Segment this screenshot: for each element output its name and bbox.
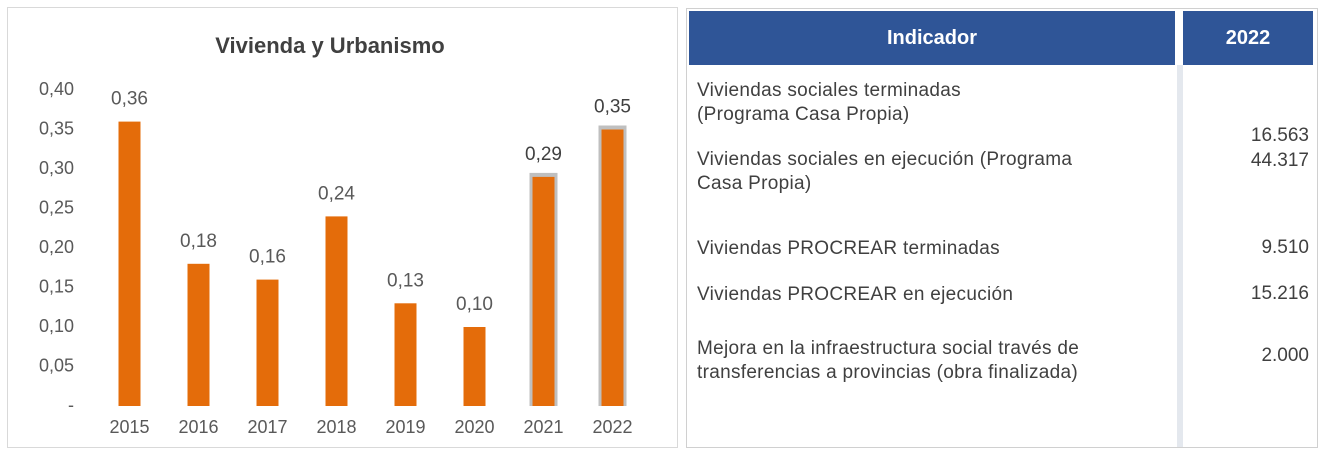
indicator-text: Viviendas sociales terminadas — [697, 80, 961, 101]
indicator-text: Viviendas PROCREAR terminadas — [697, 238, 1000, 259]
indicator-text: transferencias a provincias (obra finali… — [697, 362, 1079, 383]
data-label: 0,29 — [525, 144, 562, 165]
indicator-text: Viviendas PROCREAR en ejecución — [697, 284, 1014, 305]
indicator-cell: Viviendas PROCREAR terminadas — [697, 237, 1000, 261]
data-label: 0,18 — [180, 231, 217, 252]
data-label: 0,13 — [387, 270, 424, 291]
indicator-cell: Viviendas PROCREAR en ejecución — [697, 283, 1013, 307]
indicator-text: Viviendas sociales en ejecución (Program… — [697, 149, 1073, 170]
bar — [463, 327, 486, 406]
bar — [394, 303, 417, 406]
value-cell: 44.317 — [1250, 150, 1309, 171]
y-tick-label: 0,35 — [39, 118, 74, 138]
chart-title: Vivienda y Urbanismo — [215, 33, 444, 58]
y-tick-label: - — [68, 395, 74, 415]
data-label: 0,35 — [594, 97, 631, 118]
table: Indicador 2022 Viviendas sociales termin… — [686, 8, 1318, 448]
x-tick-label: 2021 — [523, 417, 563, 437]
bar — [601, 129, 624, 406]
y-tick-label: 0,10 — [39, 316, 74, 336]
value-cell: 2.000 — [1261, 345, 1309, 366]
bar — [256, 279, 279, 406]
y-tick-label: 0,20 — [39, 237, 74, 257]
chart: Vivienda y Urbanismo - 0,05 0,10 0,15 0,20 0,… — [7, 7, 678, 448]
x-tick-label: 2017 — [247, 417, 287, 437]
y-tick-label: 0,25 — [39, 197, 74, 217]
bar — [187, 263, 210, 406]
x-tick-label: 2020 — [454, 417, 494, 437]
y-tick-label: 0,40 — [39, 79, 74, 99]
x-tick-label: 2015 — [109, 417, 149, 437]
indicator-cell: Mejora en la infraestructura social trav… — [697, 337, 1079, 385]
header-cell: 2022 — [1183, 11, 1313, 65]
data-label: 0,16 — [249, 247, 286, 268]
value-cell: 16.563 — [1250, 125, 1309, 146]
value-cell: 9.510 — [1261, 237, 1309, 258]
x-tick-label: 2016 — [178, 417, 218, 437]
value-cell: 15.216 — [1250, 283, 1309, 304]
bar — [118, 121, 141, 406]
header-cell: Indicador — [689, 11, 1175, 65]
indicator-text: Mejora en la infraestructura social trav… — [697, 338, 1080, 359]
x-tick-label: 2019 — [385, 417, 425, 437]
bar — [532, 176, 555, 406]
indicator-cell: Viviendas sociales terminadas (Programa C… — [697, 79, 961, 127]
data-label: 0,24 — [318, 183, 355, 204]
data-label: 0,10 — [456, 294, 493, 315]
column-separator — [1177, 65, 1183, 447]
x-tick-label: 2018 — [316, 417, 356, 437]
indicator-cell: Viviendas sociales en ejecución (Program… — [697, 148, 1072, 196]
x-tick-label: 2022 — [592, 417, 632, 437]
y-tick-label: 0,05 — [39, 355, 74, 375]
y-tick-label: 0,15 — [39, 276, 74, 296]
bar — [325, 216, 348, 406]
indicator-text: (Programa Casa Propia) — [697, 104, 910, 125]
y-tick-label: 0,30 — [39, 158, 74, 178]
data-label: 0,36 — [111, 89, 148, 110]
indicator-text: Casa Propia) — [697, 173, 812, 194]
